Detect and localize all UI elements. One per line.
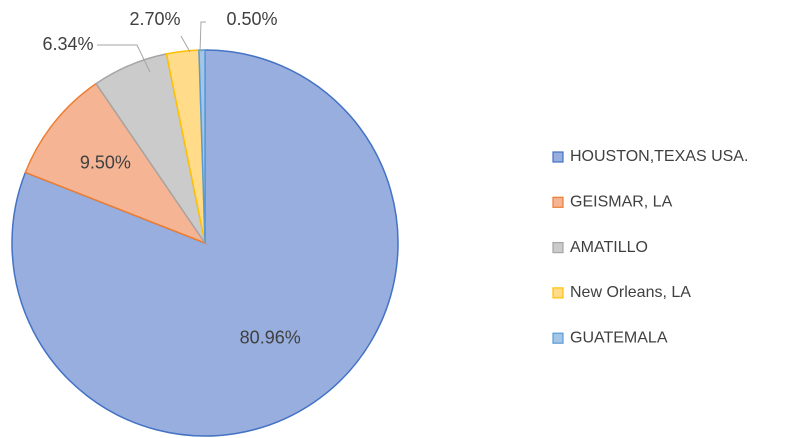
data-label: 80.96%	[240, 327, 301, 347]
legend-swatch	[552, 287, 564, 299]
data-label: 6.34%	[42, 34, 93, 54]
data-label: 9.50%	[80, 152, 131, 172]
legend-swatch	[552, 151, 564, 163]
legend-label: New Orleans, LA	[570, 284, 691, 301]
data-label: 2.70%	[129, 9, 180, 29]
legend-swatch	[552, 332, 564, 344]
legend-swatch	[552, 242, 564, 254]
leader-line	[180, 35, 191, 53]
legend-label: GUATEMALA	[570, 329, 668, 346]
legend-label: AMATILLO	[570, 239, 648, 256]
data-label: 0.50%	[226, 9, 277, 29]
leader-line	[199, 21, 206, 53]
legend-label: GEISMAR, LA	[570, 194, 673, 211]
legend-label: HOUSTON,TEXAS USA.	[570, 148, 748, 165]
pie-slice	[198, 49, 206, 244]
pie-slice	[24, 82, 207, 245]
legend-swatch	[552, 196, 564, 208]
leader-line	[97, 44, 151, 73]
